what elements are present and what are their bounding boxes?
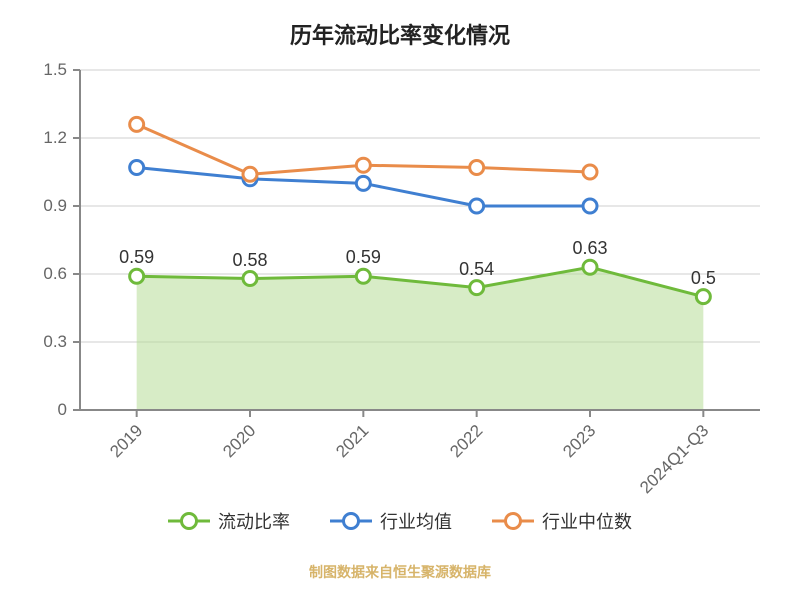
chart-title: 历年流动比率变化情况 xyxy=(0,18,800,50)
y-tick-label: 1.5 xyxy=(43,60,67,80)
series-data-label: 0.54 xyxy=(459,259,494,280)
y-tick-label: 0.6 xyxy=(43,264,67,284)
series-data-label: 0.63 xyxy=(572,238,607,259)
chart-footer: 制图数据来自恒生聚源数据库 xyxy=(0,562,800,582)
series-data-label: 0.58 xyxy=(232,250,267,271)
series-data-label: 0.5 xyxy=(691,268,716,289)
series-data-label: 0.59 xyxy=(119,247,154,268)
series-data-label: 0.59 xyxy=(346,247,381,268)
y-tick-label: 0.9 xyxy=(43,196,67,216)
y-tick-label: 0 xyxy=(58,400,67,420)
plot-area xyxy=(80,70,760,410)
y-tick-label: 0.3 xyxy=(43,332,67,352)
y-tick-label: 1.2 xyxy=(43,128,67,148)
legend-swatch xyxy=(330,512,372,530)
